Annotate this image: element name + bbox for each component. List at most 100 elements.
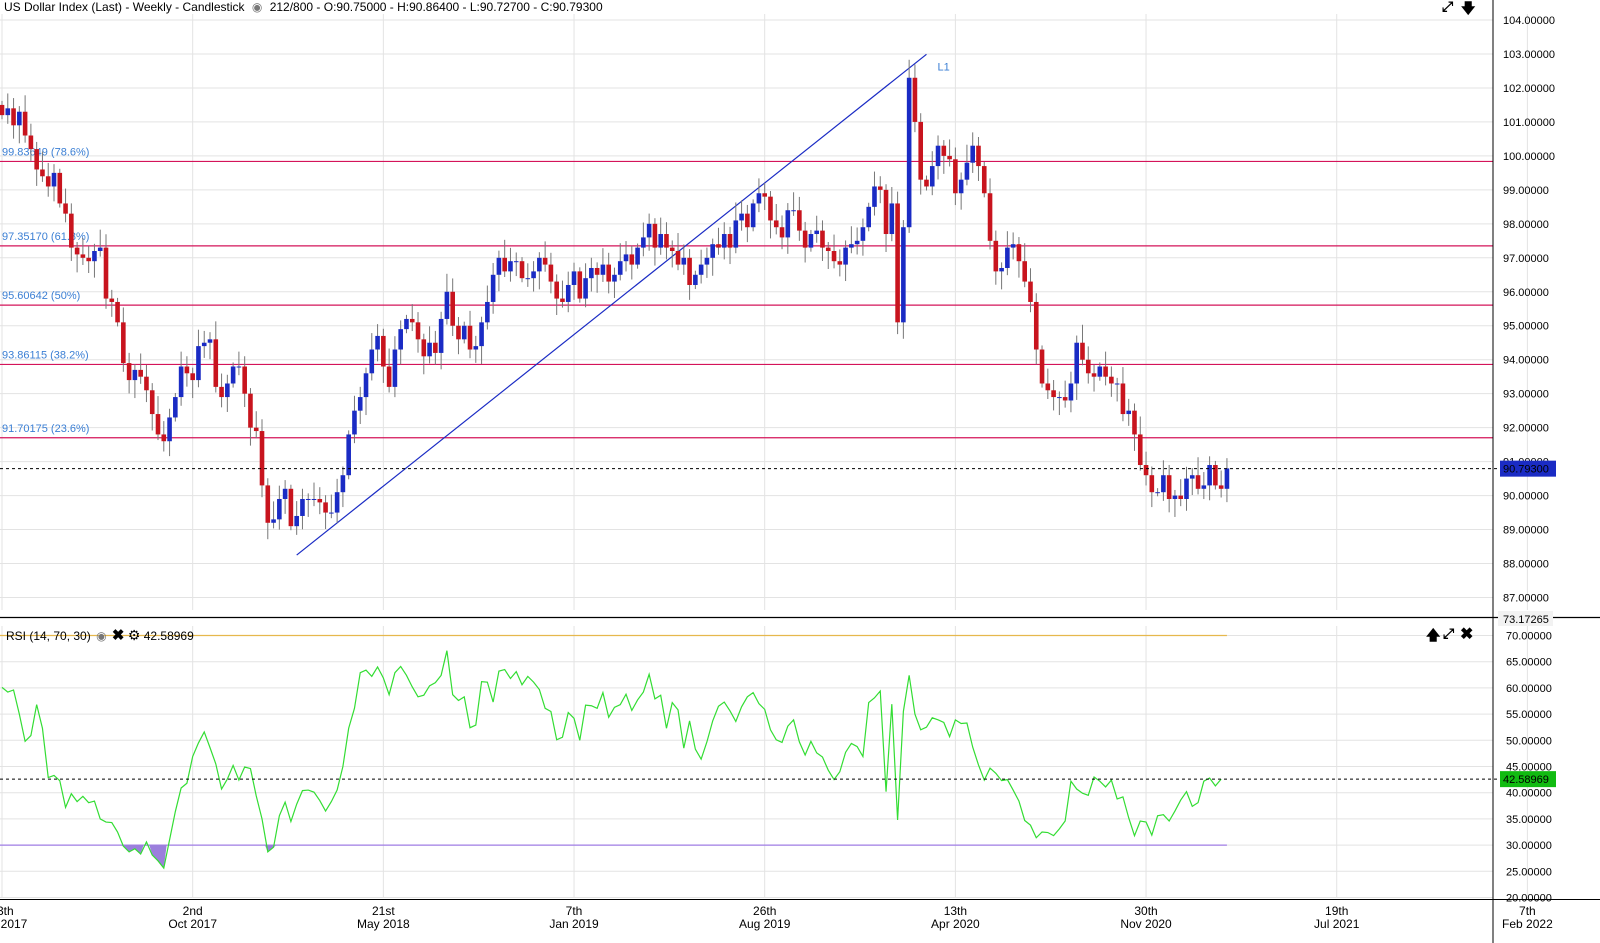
candle-body	[837, 261, 843, 265]
gear-icon[interactable]: ⚙	[127, 627, 141, 643]
candle-body	[5, 108, 11, 116]
close-icon[interactable]: ✖	[1460, 626, 1474, 643]
x-tick-label: Nov 2020	[1120, 917, 1172, 931]
candle-body	[22, 111, 28, 136]
candle-body	[1172, 495, 1178, 499]
candle-body	[970, 145, 976, 163]
rsi-title: RSI (14, 70, 30)	[6, 629, 91, 643]
candle-body	[1091, 373, 1097, 377]
candlestick-series	[0, 59, 1500, 540]
fib-level-label: 95.60642 (50%)	[2, 290, 80, 302]
candle-body	[340, 475, 346, 493]
candle-body	[1184, 478, 1189, 499]
candle-body	[144, 376, 149, 391]
candle-body	[357, 397, 363, 411]
candle-body	[1189, 475, 1195, 479]
candle-body	[1080, 342, 1085, 360]
candle-body	[935, 145, 941, 167]
candle-body	[369, 349, 375, 374]
candle-body	[854, 240, 860, 245]
candle-body	[779, 227, 785, 238]
candle-body	[398, 329, 403, 350]
candle-body	[646, 223, 652, 238]
candle-body	[294, 515, 299, 527]
candle-body	[1005, 247, 1010, 268]
y-tick-label: 95.00000	[1503, 321, 1549, 333]
trend-line[interactable]: L1	[296, 53, 950, 556]
close-icon[interactable]: ✖	[111, 627, 125, 644]
arrow-up-icon[interactable]: 🡅	[1426, 627, 1441, 643]
candle-body	[802, 230, 808, 248]
rsi-value: 42.58969	[143, 629, 194, 643]
candle-body	[1109, 376, 1114, 384]
candle-body	[773, 220, 779, 228]
candle-body	[1224, 468, 1230, 489]
candle-body	[57, 172, 63, 204]
candle-body	[814, 230, 819, 235]
candle-body	[97, 247, 103, 252]
candle-body	[849, 244, 854, 248]
candle-body	[132, 369, 138, 381]
candle-body	[1068, 383, 1074, 401]
candle-body	[1213, 465, 1218, 486]
candle-body	[519, 261, 525, 279]
candle-body	[456, 325, 461, 340]
candle-body	[1137, 434, 1143, 466]
candle-body	[17, 111, 22, 126]
candle-body	[1103, 366, 1108, 377]
arrow-down-icon[interactable]: 🡇	[1461, 0, 1476, 16]
candle-body	[363, 373, 369, 398]
rsi-y-tick-label: 60.00000	[1506, 683, 1552, 695]
candle-body	[872, 186, 877, 207]
candle-body	[1161, 475, 1166, 493]
candle-body	[548, 264, 554, 282]
candle-body	[381, 335, 386, 367]
y-tick-label: 96.00000	[1503, 287, 1549, 299]
candle-body	[329, 512, 334, 514]
candle-body	[629, 254, 635, 265]
candle-body	[623, 254, 629, 262]
candle-body	[756, 193, 762, 204]
candle-body	[681, 257, 687, 265]
x-tick-label: Apr 2020	[931, 917, 980, 931]
candle-body	[1016, 244, 1022, 262]
expand-icon[interactable]: ⤢	[1442, 0, 1454, 14]
rsi-y-tick-label: 40.00000	[1506, 788, 1552, 800]
candle-body	[797, 210, 802, 231]
candle-body	[40, 169, 45, 177]
candle-body	[502, 257, 507, 272]
candle-body	[34, 149, 39, 170]
candle-body	[259, 431, 265, 486]
eye-icon[interactable]: ◉	[96, 629, 107, 643]
candle-body	[1022, 261, 1028, 282]
candle-body	[889, 203, 895, 235]
x-tick-label: May 2018	[357, 917, 410, 931]
x-tick-label: 30th	[1134, 904, 1157, 918]
candle-body	[531, 271, 536, 279]
candle-body	[300, 498, 305, 516]
candle-body	[461, 325, 467, 340]
candle-body	[1051, 390, 1056, 398]
candle-body	[589, 267, 594, 279]
x-tick-label: 2nd	[183, 904, 203, 918]
eye-icon[interactable]: ◉	[251, 0, 263, 14]
candle-body	[1097, 366, 1103, 377]
candle-body	[831, 251, 837, 262]
y-tick-label: 88.00000	[1503, 559, 1549, 571]
candle-body	[577, 271, 583, 299]
y-tick-label: 103.00000	[1503, 49, 1555, 61]
candle-body	[178, 366, 184, 398]
expand-icon[interactable]: ⤢	[1443, 625, 1455, 641]
rsi-last-label: 42.58969	[1503, 774, 1549, 786]
candle-body	[652, 223, 658, 248]
candle-body	[317, 498, 323, 503]
x-tick-label: Oct 2017	[168, 917, 217, 931]
candle-body	[716, 244, 721, 248]
candle-body	[513, 261, 519, 263]
rsi-oversold-fill	[149, 845, 167, 869]
candle-body	[993, 240, 999, 272]
candle-body	[63, 203, 68, 214]
trend-line-label: L1	[937, 61, 949, 73]
